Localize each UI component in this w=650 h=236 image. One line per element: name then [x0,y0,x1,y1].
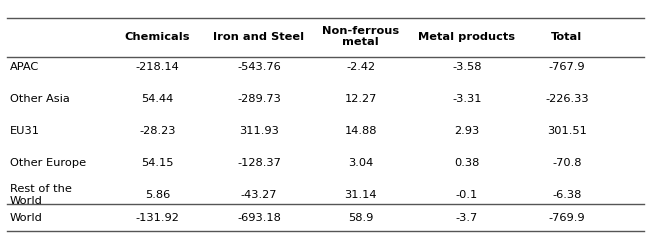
Text: -28.23: -28.23 [139,126,176,136]
Text: -3.31: -3.31 [452,94,482,104]
Text: Metal products: Metal products [418,32,515,42]
Text: -128.37: -128.37 [237,158,281,168]
Text: 0.38: 0.38 [454,158,480,168]
Text: 311.93: 311.93 [239,126,279,136]
Text: 12.27: 12.27 [344,94,377,104]
Text: Total: Total [551,32,582,42]
Text: 31.14: 31.14 [344,190,377,200]
Text: -218.14: -218.14 [135,62,179,72]
Text: Other Asia: Other Asia [10,94,70,104]
Text: -43.27: -43.27 [240,190,278,200]
Text: -0.1: -0.1 [456,190,478,200]
Text: Other Europe: Other Europe [10,158,86,168]
Text: APAC: APAC [10,62,39,72]
Text: -693.18: -693.18 [237,213,281,223]
Text: -3.58: -3.58 [452,62,482,72]
Text: 54.15: 54.15 [141,158,174,168]
Text: -2.42: -2.42 [346,62,375,72]
Text: Chemicals: Chemicals [125,32,190,42]
Text: Rest of the
World: Rest of the World [10,184,72,206]
Text: 58.9: 58.9 [348,213,374,223]
Text: 3.04: 3.04 [348,158,373,168]
Text: 5.86: 5.86 [145,190,170,200]
Text: 301.51: 301.51 [547,126,587,136]
Text: -226.33: -226.33 [545,94,589,104]
Text: -3.7: -3.7 [456,213,478,223]
Text: Non-ferrous
metal: Non-ferrous metal [322,26,399,47]
Text: EU31: EU31 [10,126,40,136]
Text: -289.73: -289.73 [237,94,281,104]
Text: -767.9: -767.9 [549,62,585,72]
Text: -131.92: -131.92 [135,213,179,223]
Text: World: World [10,213,43,223]
Text: Iron and Steel: Iron and Steel [213,32,305,42]
Text: 2.93: 2.93 [454,126,479,136]
Text: -70.8: -70.8 [552,158,582,168]
Text: -543.76: -543.76 [237,62,281,72]
Text: 54.44: 54.44 [141,94,174,104]
Text: -6.38: -6.38 [552,190,582,200]
Text: -769.9: -769.9 [549,213,585,223]
Text: 14.88: 14.88 [344,126,377,136]
